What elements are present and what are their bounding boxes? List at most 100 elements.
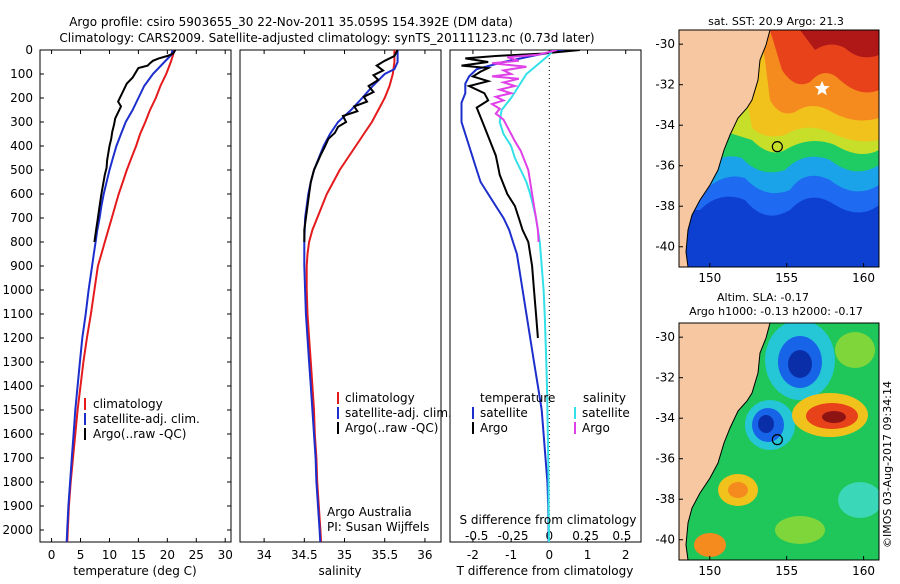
- sla-coastline: [685, 323, 771, 560]
- depth-tick-label: 1000: [2, 283, 33, 297]
- depth-tick-label: 1500: [2, 403, 33, 417]
- sst-layer-darkred: [800, 30, 879, 58]
- sla-eddy-cold-1-center: [788, 350, 812, 378]
- series-line-satellite-adj-clim: [65, 50, 174, 542]
- map-lat-tick-label: -40: [655, 240, 675, 254]
- figure-title-line2: Climatology: CARS2009. Satellite-adjuste…: [59, 31, 594, 45]
- legend-s-satellite-label: satellite: [582, 406, 630, 420]
- sla-patch-1: [835, 332, 875, 368]
- temperature-panel: 0100200300400500600700800900100011001200…: [2, 43, 641, 578]
- map-lat-tick-label: -34: [655, 118, 675, 132]
- map-lat-tick-label: -36: [655, 159, 675, 173]
- map-lat-tick-label: -30: [655, 330, 675, 344]
- map-lat-tick-label: -36: [655, 452, 675, 466]
- map-lat-tick-label: -38: [655, 492, 675, 506]
- x-tick-label: 2: [622, 548, 630, 562]
- map-lon-tick-label: 150: [698, 271, 721, 285]
- sla-map-marks: [771, 434, 783, 446]
- x-tick-label: -1: [505, 548, 517, 562]
- salinity-lines: [303, 50, 399, 542]
- legend-temperature-header: temperature: [480, 391, 555, 405]
- depth-tick-label: 1700: [2, 451, 33, 465]
- x-tick-label: 30: [218, 548, 233, 562]
- argo-float-star: [814, 80, 830, 96]
- depth-tick-label: 400: [10, 139, 33, 153]
- s-difference-axis-label: S difference from climatology: [460, 513, 637, 527]
- sla-map-title-line1: Altim. SLA: -0.17: [717, 291, 809, 304]
- argo-position-marker: [771, 434, 783, 446]
- x-tick-label: 0: [48, 548, 56, 562]
- x-tick-label: 35: [337, 548, 352, 562]
- map-lon-tick-label: 160: [852, 271, 875, 285]
- legend-t-satellite-label: satellite: [480, 406, 528, 420]
- difference-axis-ticks: -2 -1 0 1 2-0.5 -0.25 0 0.25 0.5: [465, 50, 631, 562]
- sla-map-frame: [678, 322, 880, 561]
- series-line-salinity-argo: [489, 50, 558, 243]
- sst-map-title: sat. SST: 20.9 Argo: 21.3: [708, 15, 844, 28]
- sst-map-image: [679, 30, 879, 267]
- legend-argo-label: Argo(..raw -QC): [93, 427, 186, 441]
- map-lat-tick-label: -32: [655, 78, 675, 92]
- sst-map-frame: [678, 29, 880, 268]
- sla-eddy-warm-1-center: [822, 411, 846, 423]
- depth-tick-label: 1600: [2, 427, 33, 441]
- map-lon-tick-label: 155: [775, 564, 798, 578]
- map-lat-tick-label: -38: [655, 199, 675, 213]
- argo-australia-label: Argo Australia: [327, 505, 412, 519]
- sst-map-panel: sat. SST: 20.9 Argo: 21.3 150 155 160 -30 -3…: [655, 15, 880, 285]
- map-lat-tick-label: -32: [655, 371, 675, 385]
- sst-coastline: [685, 30, 771, 267]
- x-tick-label: 35.5: [371, 548, 398, 562]
- legend-satellite-label: satellite-adj. clim.: [345, 406, 452, 420]
- x-tick-label: 1: [584, 548, 592, 562]
- difference-lines: [460, 50, 580, 542]
- depth-tick-label: 1400: [2, 379, 33, 393]
- x-tick-label: -2: [467, 548, 479, 562]
- legend-climatology-label: climatology: [93, 397, 163, 411]
- depth-tick-label: 1800: [2, 475, 33, 489]
- series-line-temperature-satellite: [460, 50, 565, 542]
- temperature-plot-frame: [39, 49, 232, 543]
- figure-title-line1: Argo profile: csiro 5903655_30 22-Nov-20…: [69, 15, 513, 29]
- series-line-temperature-argo: [461, 50, 580, 339]
- difference-panel: -2 -1 0 1 2-0.5 -0.25 0 0.25 0.5 S difference fr…: [449, 49, 642, 578]
- depth-tick-label: 300: [10, 115, 33, 129]
- salinity-axis-label: salinity: [318, 564, 361, 578]
- sst-map-ticks: 150 155 160 -30 -32 -34 -36 -38 -40: [655, 37, 875, 285]
- sla-eddy-warm-2-core: [728, 482, 748, 498]
- x-tick-label: 5: [77, 548, 85, 562]
- depth-tick-label: 600: [10, 187, 33, 201]
- legend-climatology-label: climatology: [345, 391, 415, 405]
- sla-eddy-cold-2-center: [758, 415, 774, 433]
- depth-tick-label: 1200: [2, 331, 33, 345]
- x-tick-label: 34.5: [291, 548, 318, 562]
- legend-argo-label: Argo(..raw -QC): [345, 421, 438, 435]
- depth-tick-label: 500: [10, 163, 33, 177]
- x-tick-label: 0: [545, 548, 553, 562]
- legend-t-argo-label: Argo: [480, 421, 508, 435]
- argo-position-marker: [771, 141, 783, 153]
- map-lat-tick-label: -40: [655, 533, 675, 547]
- sla-map-panel: Altim. SLA: -0.17 Argo h1000: -0.13 h200…: [655, 291, 880, 578]
- x-tick-label: 15: [131, 548, 146, 562]
- depth-tick-label: 900: [10, 259, 33, 273]
- legend-salinity-header: salinity: [583, 391, 626, 405]
- salinity-legend: climatology satellite-adj. clim. Argo(..…: [337, 391, 452, 435]
- x-tick-label: 25: [189, 548, 204, 562]
- sst-map-marks: [771, 80, 830, 153]
- series-line-climatology: [66, 50, 176, 542]
- depth-tick-label: 200: [10, 91, 33, 105]
- legend-satellite-label: satellite-adj. clim.: [93, 412, 200, 426]
- sla-eddy-warm-3: [694, 533, 726, 557]
- depth-tick-label: 0: [25, 43, 33, 57]
- series-line-argo-raw-qc: [93, 50, 177, 243]
- sla-patch-3: [775, 516, 825, 544]
- map-lat-tick-label: -34: [655, 411, 675, 425]
- pi-label: PI: Susan Wijffels: [327, 520, 429, 534]
- salinity-plot-frame: [239, 49, 442, 543]
- temperature-lines: [65, 50, 177, 542]
- sla-map-ticks: 150 155 160 -30 -32 -34 -36 -38 -40: [655, 330, 875, 578]
- s-diff-tick-label: -0.5: [465, 529, 488, 543]
- x-tick-label: 20: [160, 548, 175, 562]
- legend-s-argo-label: Argo: [582, 421, 610, 435]
